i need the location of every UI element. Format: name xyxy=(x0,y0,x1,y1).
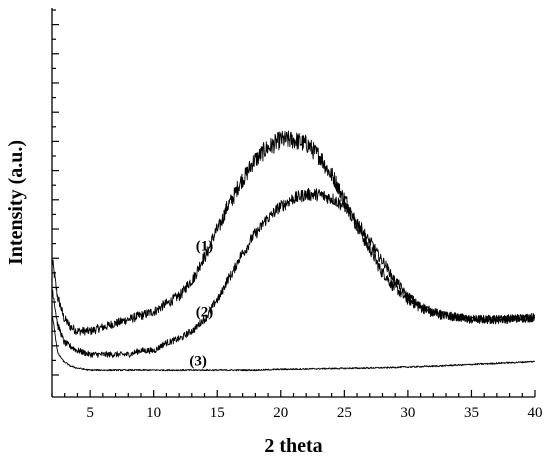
x-tick-label: 25 xyxy=(337,405,352,421)
x-tick-label: 15 xyxy=(210,405,225,421)
series-line-3 xyxy=(51,315,536,372)
x-tick-label: 5 xyxy=(86,405,94,421)
series-label-1: (1) xyxy=(196,238,214,254)
series-label-2: (2) xyxy=(196,305,214,321)
x-tick-label: 10 xyxy=(146,405,161,421)
x-axis-title: 2 theta xyxy=(264,435,322,457)
x-tick-label: 20 xyxy=(273,405,288,421)
series-label-3: (3) xyxy=(189,353,207,369)
series-layer xyxy=(51,130,536,372)
x-tick-label: 30 xyxy=(400,405,415,421)
y-axis-title: Intensity (a.u.) xyxy=(5,140,27,265)
axes-layer: 5 10 15 20 25 30 35 40 xyxy=(51,8,543,421)
x-tick-label: 40 xyxy=(528,405,543,421)
series-line-2 xyxy=(51,187,536,358)
series-line-1 xyxy=(51,130,536,336)
labels-layer: (1) (2) (3) xyxy=(189,238,213,369)
x-tick-label: 35 xyxy=(464,405,479,421)
